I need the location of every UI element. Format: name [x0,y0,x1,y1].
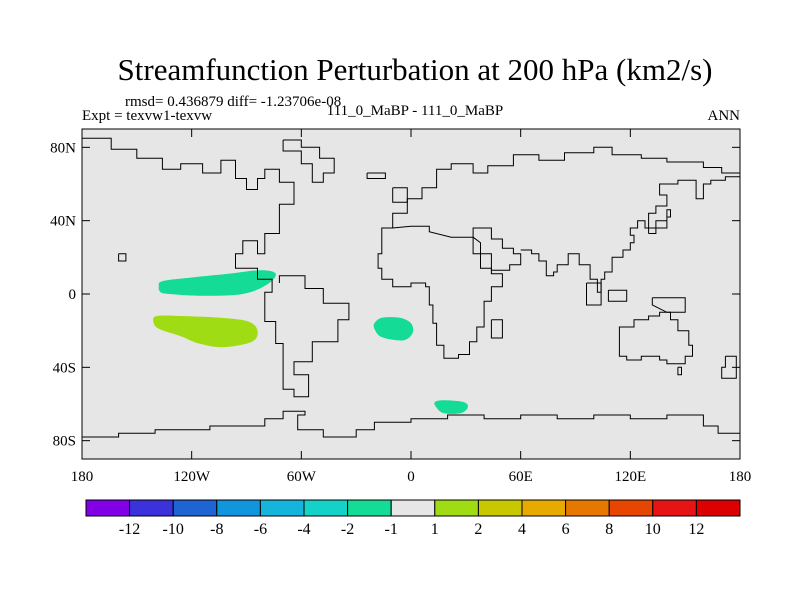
coastline [118,253,127,262]
anomaly-central-africa [373,317,414,341]
colorbar-box [695,499,741,517]
x-tick-label: 0 [407,469,415,485]
coastline [648,209,671,234]
colorbar: -12 -10 -8 -6 -4 -2 -1 1 2 4 6 8 10 12 [85,499,741,538]
coastline [366,172,386,179]
anomaly-southern-ocean [434,400,468,414]
experiment-text: Expt = texvw1-texvw [82,108,213,124]
colorbar-label: -6 [254,521,267,538]
x-tick-label: 180 [729,469,752,485]
x-tick-label: 180 [71,469,94,485]
colorbar-label: -4 [297,521,310,538]
season-label: ANN [707,108,741,124]
anomaly-eastern-pacific-north [158,270,276,296]
colorbar-box [565,499,610,517]
coastline [282,139,335,183]
colorbar-box [608,499,654,517]
colorbar-box [129,499,174,517]
colorbar-box [216,499,261,517]
colorbar-box [521,499,567,517]
colorbar-box [477,499,523,517]
colorbar-label: -1 [385,521,398,538]
y-tick-label: 40S [53,360,76,376]
coastline [607,289,628,302]
y-tick-label: 0 [69,287,77,303]
colorbar-label: -10 [163,521,184,538]
x-tick-label: 60E [509,469,533,485]
y-tick-label: 80N [50,140,76,156]
colorbar-label: -8 [210,521,223,538]
y-tick-label: 80S [53,434,76,450]
colorbar-box [347,499,392,517]
coastline [618,311,693,365]
colorbar-label: 12 [688,521,704,538]
colorbar-label: 10 [645,521,661,538]
colorbar-label: 6 [562,521,570,538]
colorbar-label: 8 [605,521,613,538]
chart-title: Streamfunction Perturbation at 200 hPa (… [117,52,713,87]
y-tick-label: 40N [50,214,76,230]
coastline [377,225,503,359]
coastline-layer [82,137,741,438]
coastline [82,137,350,398]
colorbar-label: -2 [341,521,354,538]
colorbar-box [85,499,131,517]
colorbar-label: 4 [518,521,526,538]
axis-ticks: 180 120W 60W 0 60E 120E 180 80N 40N 0 40S 80S [50,129,751,485]
coastline [490,319,503,339]
colorbar-box [434,499,479,517]
colorbar-box [652,499,697,517]
anomaly-layer [153,270,468,414]
colorbar-label: 2 [474,521,482,538]
x-tick-label: 120W [173,469,211,485]
center-subtitle: 111_0_MaBP - 111_0_MaBP [326,103,504,119]
anomaly-eastern-pacific-south [153,315,258,348]
colorbar-box [259,499,305,517]
x-tick-label: 120E [614,469,646,485]
colorbar-label: 1 [431,521,439,538]
coastline [520,176,740,293]
coastline [472,227,522,271]
colorbar-box [303,499,349,517]
colorbar-label: -12 [119,521,140,538]
coastline [677,366,682,376]
stats-text: rmsd= 0.436879 diff= -1.23706e-08 [125,94,342,110]
colorbar-box [172,499,218,517]
coastline [586,282,602,306]
coastline [392,146,740,228]
coastline [721,355,737,379]
coastline [651,297,686,313]
colorbar-box [390,499,436,517]
x-tick-label: 60W [287,469,317,485]
coastline [82,410,741,438]
